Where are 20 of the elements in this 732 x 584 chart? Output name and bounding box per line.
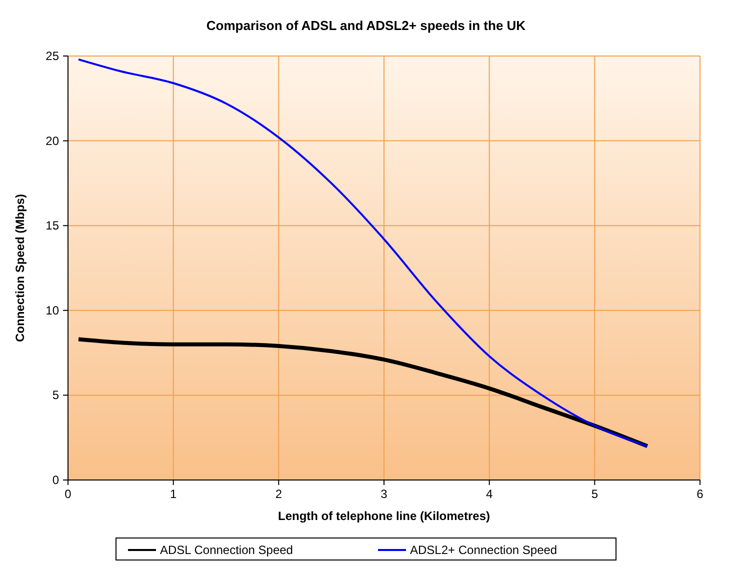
y-tick-label: 10 [46, 303, 60, 318]
y-tick-label: 5 [52, 388, 60, 402]
y-tick-label: 15 [46, 218, 60, 233]
x-tick-label: 6 [696, 487, 704, 501]
y-tick-label: 0 [52, 473, 60, 487]
x-tick-label: 5 [591, 487, 598, 501]
y-tick-label: 20 [46, 134, 60, 148]
x-tick-label: 4 [486, 487, 493, 501]
y-axis-title: Connection Speed (Mbps) [13, 194, 27, 342]
x-axis-title: Length of telephone line (Kilometres) [278, 509, 490, 523]
line-series [76, 337, 650, 448]
x-tick-label: 0 [64, 487, 72, 501]
legend-label: ADSL Connection Speed [160, 543, 293, 557]
y-tick-label: 25 [46, 49, 60, 63]
x-tick-label: 2 [275, 487, 282, 501]
line-series [78, 58, 648, 448]
chart-title: Comparison of ADSL and ADSL2+ speeds in the UK [206, 18, 526, 33]
x-tick-label: 3 [380, 487, 388, 501]
x-tick-label: 1 [170, 487, 177, 501]
legend-label: ADSL2+ Connection Speed [410, 543, 558, 557]
